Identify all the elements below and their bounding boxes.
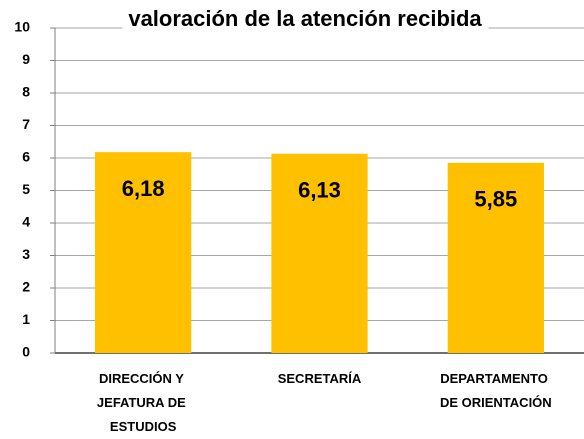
x-tick-label: DIRECCIÓN Y JEFATURA DE ESTUDIOS <box>97 371 189 434</box>
x-tick-label: SECRETARÍA <box>278 371 362 386</box>
y-tick-label: 6 <box>22 149 30 165</box>
bar <box>271 153 368 353</box>
y-tick-label: 3 <box>22 246 30 262</box>
y-tick-label: 7 <box>22 116 30 132</box>
value-label: 6,18 <box>122 176 165 201</box>
x-tick-label: DEPARTAMENTO DE ORIENTACIÓN <box>440 371 552 410</box>
bar <box>95 152 192 353</box>
bar <box>447 162 544 353</box>
y-tick-label: 5 <box>22 181 30 197</box>
chart-title: valoración de la atención recibida <box>128 6 482 31</box>
value-label: 5,85 <box>474 187 517 212</box>
y-tick-label: 9 <box>22 51 30 67</box>
y-tick-label: 2 <box>22 279 30 295</box>
y-tick-label: 8 <box>22 84 30 100</box>
y-tick-label: 0 <box>22 344 30 360</box>
y-tick-label: 10 <box>14 19 30 35</box>
title-background <box>122 5 489 31</box>
value-label: 6,13 <box>298 178 341 203</box>
y-tick-label: 4 <box>22 214 30 230</box>
y-tick-label: 1 <box>22 311 30 327</box>
